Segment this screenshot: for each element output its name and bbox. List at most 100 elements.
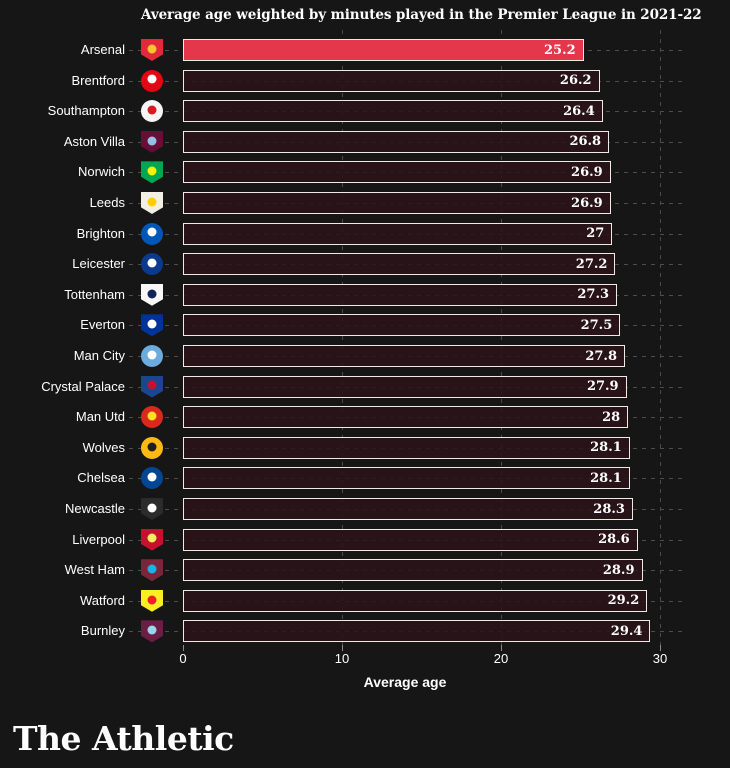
crest-accent xyxy=(147,564,157,574)
liverpool-crest-icon xyxy=(141,528,163,551)
gridline-10 xyxy=(342,30,343,645)
bar-arsenal: 25.2 xyxy=(183,39,584,61)
bar-value-label: 27.9 xyxy=(586,379,619,395)
crystal-palace-crest-icon xyxy=(141,375,163,398)
aston-villa-crest-icon xyxy=(141,130,163,153)
team-label-liverpool: Liverpool xyxy=(72,531,125,547)
bar-value-label: 27.8 xyxy=(585,348,618,364)
crest-accent xyxy=(147,197,157,207)
crest-accent xyxy=(147,595,157,605)
bar-west-ham: 28.9 xyxy=(183,559,643,582)
bar-value-label: 28 xyxy=(602,409,621,425)
bar-value-label: 28.1 xyxy=(590,470,622,486)
leeds-crest-icon xyxy=(141,192,163,214)
crest-accent xyxy=(147,258,157,268)
watford-crest-icon xyxy=(141,589,163,612)
man-city-crest-icon xyxy=(141,345,163,367)
the-athletic-logo: The Athletic xyxy=(13,719,234,758)
team-label-brighton: Brighton xyxy=(76,225,125,241)
burnley-crest-icon xyxy=(141,620,163,643)
bar-brentford: 26.2 xyxy=(183,69,600,92)
bar-value-label: 26.9 xyxy=(571,195,603,211)
bar-liverpool: 28.6 xyxy=(183,528,638,551)
team-label-chelsea: Chelsea xyxy=(77,470,125,486)
axis-tick-10 xyxy=(342,645,343,651)
brighton-crest-icon xyxy=(141,222,163,245)
bar-value-label: 28.1 xyxy=(590,440,622,456)
bar-value-label: 26.2 xyxy=(559,73,592,89)
leicester-crest-icon xyxy=(141,253,163,276)
team-label-wolves: Wolves xyxy=(82,439,125,455)
chart-title: Average age weighted by minutes played i… xyxy=(141,7,702,23)
axis-tick-label-10: 10 xyxy=(334,651,350,666)
bar-norwich: 26.9 xyxy=(183,161,611,184)
bar-value-label: 28.9 xyxy=(602,562,635,578)
bar-newcastle: 28.3 xyxy=(183,498,633,520)
brentford-crest-icon xyxy=(141,69,163,92)
bar-burnley: 29.4 xyxy=(183,620,651,643)
team-label-tottenham: Tottenham xyxy=(64,286,125,302)
bar-value-label: 26.4 xyxy=(563,103,595,119)
team-label-leeds: Leeds xyxy=(89,195,125,210)
crest-accent xyxy=(147,74,157,84)
x-axis-label: Average age xyxy=(363,674,447,690)
crest-accent xyxy=(147,319,157,329)
axis-tick-0 xyxy=(183,645,184,651)
southampton-crest-icon xyxy=(141,100,163,123)
crest-accent xyxy=(147,503,157,513)
gridline-30 xyxy=(660,30,661,645)
bar-value-label: 27.2 xyxy=(575,256,608,272)
bar-brighton: 27 xyxy=(183,222,613,245)
crest-accent xyxy=(147,105,157,115)
norwich-crest-icon xyxy=(141,161,163,184)
bar-wolves: 28.1 xyxy=(183,436,630,459)
bar-watford: 29.2 xyxy=(183,589,648,612)
wolves-crest-icon xyxy=(141,436,163,459)
bar-tottenham: 27.3 xyxy=(183,283,618,306)
team-label-norwich: Norwich xyxy=(78,164,125,180)
everton-crest-icon xyxy=(141,314,163,337)
team-label-brentford: Brentford xyxy=(71,72,125,88)
bar-crystal-palace: 27.9 xyxy=(183,375,627,398)
axis-tick-20 xyxy=(501,645,502,651)
axis-tick-label-30: 30 xyxy=(652,651,668,666)
west-ham-crest-icon xyxy=(141,559,163,582)
crest-accent xyxy=(147,533,157,543)
crest-accent xyxy=(147,166,157,176)
bar-value-label: 26.9 xyxy=(571,164,603,180)
bar-man-city: 27.8 xyxy=(183,345,626,367)
crest-accent xyxy=(147,227,157,237)
team-label-man-city: Man City xyxy=(73,348,125,363)
bar-southampton: 26.4 xyxy=(183,100,603,123)
bar-leicester: 27.2 xyxy=(183,253,616,276)
bar-value-label: 27.3 xyxy=(577,287,610,303)
crest-accent xyxy=(147,411,157,421)
man-utd-crest-icon xyxy=(141,406,163,429)
bar-value-label: 28.3 xyxy=(593,501,625,517)
bar-man-utd: 28 xyxy=(183,406,629,429)
bar-value-label: 25.2 xyxy=(544,42,576,58)
team-label-arsenal: Arsenal xyxy=(80,42,125,57)
crest-accent xyxy=(147,442,157,452)
bar-value-label: 27 xyxy=(586,226,605,242)
team-label-aston-villa: Aston Villa xyxy=(63,133,125,149)
bar-aston-villa: 26.8 xyxy=(183,130,610,153)
bar-value-label: 29.2 xyxy=(607,593,640,609)
crest-accent xyxy=(147,625,157,635)
crest-accent xyxy=(147,472,157,482)
team-label-everton: Everton xyxy=(80,317,125,333)
crest-accent xyxy=(147,350,157,360)
bar-value-label: 28.6 xyxy=(598,532,630,548)
axis-tick-label-0: 0 xyxy=(179,651,187,666)
axis-tick-label-20: 20 xyxy=(493,651,509,666)
team-label-newcastle: Newcastle xyxy=(65,501,125,516)
axis-tick-30 xyxy=(660,645,661,651)
chelsea-crest-icon xyxy=(141,467,163,490)
bar-leeds: 26.9 xyxy=(183,192,611,214)
crest-accent xyxy=(147,44,157,54)
tottenham-crest-icon xyxy=(141,283,163,306)
bar-chelsea: 28.1 xyxy=(183,467,630,490)
team-label-west-ham: West Ham xyxy=(64,562,125,578)
team-label-crystal-palace: Crystal Palace xyxy=(41,378,125,394)
